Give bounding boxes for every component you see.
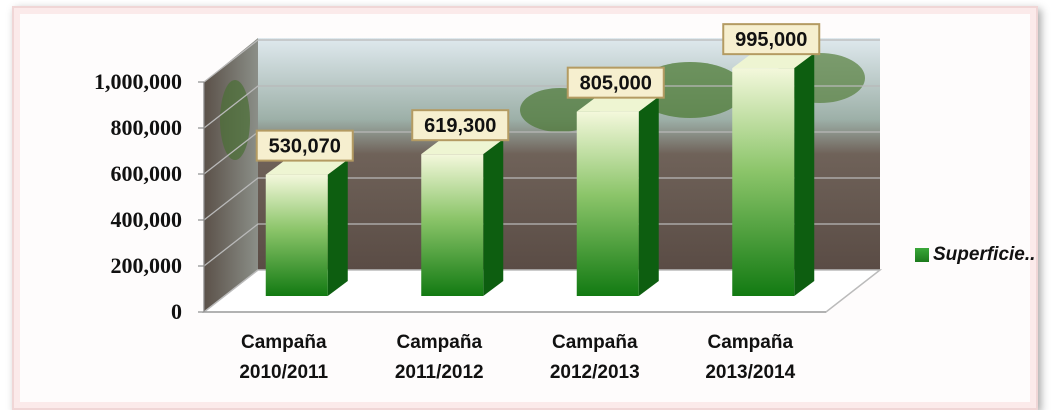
x-tick-label: 2013/2014: [705, 362, 795, 383]
x-tick-label: 2011/2012: [395, 362, 484, 383]
bar: [421, 154, 484, 296]
bar-top: [576, 96, 659, 112]
plant-blob: [220, 80, 250, 160]
x-tick-label: 2010/2011: [239, 362, 328, 383]
data-label: 619,300: [424, 115, 496, 137]
gridline: [203, 39, 880, 83]
data-label: 805,000: [580, 73, 652, 95]
x-tick-label: Campaña: [552, 332, 638, 353]
legend-label: Superficie..: [933, 244, 1036, 265]
data-label-box: [722, 23, 821, 56]
y-tick-label: 200,000: [111, 253, 183, 278]
legend-swatch: [915, 248, 929, 262]
bar-top: [265, 159, 348, 175]
chart-canvas: 0 200,000 400,000 600,000 800,000 1,000,000 Ca…: [94, 23, 883, 383]
bar-top: [732, 53, 815, 69]
data-label: 995,000: [735, 29, 807, 51]
y-tick-label: 600,000: [111, 161, 183, 186]
y-tick-label: 400,000: [111, 207, 183, 232]
x-tick-label: Campaña: [241, 332, 327, 353]
x-tick-label: Campaña: [396, 332, 482, 353]
bar-side: [483, 139, 504, 296]
x-tick-label: Campaña: [707, 332, 793, 353]
legend: Superficie..: [915, 244, 1035, 266]
bar: [265, 174, 328, 296]
data-label-box: [566, 66, 665, 99]
x-tick-label: 2012/2013: [550, 362, 640, 383]
bar-side: [794, 53, 815, 296]
bar-side: [638, 96, 659, 296]
data-label-box: [255, 129, 354, 162]
data-label: 530,070: [269, 136, 341, 158]
y-tick-label: 800,000: [111, 115, 183, 140]
gridline: [203, 85, 880, 129]
plot-side-wall: [204, 38, 258, 312]
bar-top: [421, 139, 504, 155]
y-tick-label: 1,000,000: [94, 69, 182, 94]
data-label-box: [411, 109, 510, 142]
bar-side: [327, 159, 348, 296]
gridline: [203, 177, 880, 221]
gridline: [203, 223, 880, 267]
y-tick-label: 0: [171, 299, 182, 324]
bar: [732, 68, 795, 297]
bar: [576, 111, 639, 296]
